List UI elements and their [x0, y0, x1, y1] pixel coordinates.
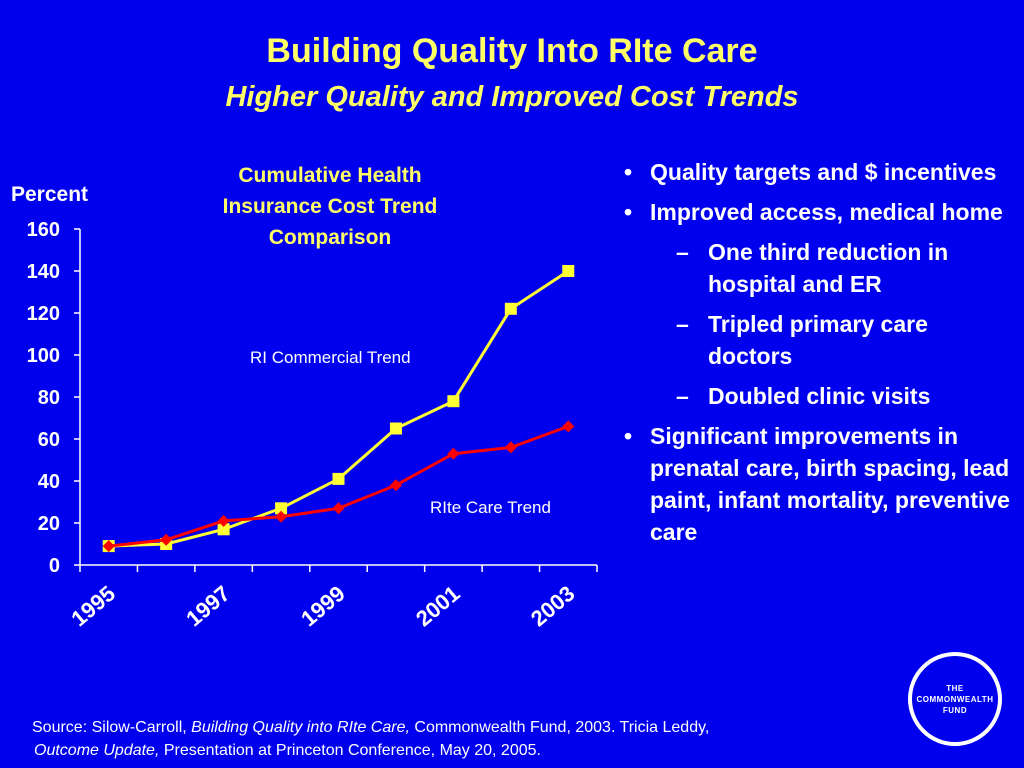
source-title-2: Outcome Update, — [34, 742, 160, 759]
y-tick-label: 100 — [27, 345, 60, 367]
y-tick-label: 40 — [38, 471, 60, 493]
data-point — [332, 472, 345, 485]
bullet-text: One third reduction in hospital and ER — [708, 239, 949, 297]
y-tick-label: 120 — [27, 303, 60, 325]
bullet-marker: • — [624, 159, 633, 185]
bullet-text: Improved access, medical home — [650, 199, 1003, 225]
y-tick-label: 0 — [49, 555, 60, 577]
logo-text: THE COMMONWEALTH FUND — [916, 683, 994, 715]
bullet-item: • Improved access, medical home — [620, 196, 1015, 228]
x-tick-label: 2001 — [411, 581, 465, 632]
data-point — [562, 420, 575, 433]
x-tick-label: 2003 — [526, 581, 580, 632]
data-point — [389, 479, 402, 492]
bullet-text: Significant improvements in prenatal car… — [650, 423, 1010, 545]
bullet-list: • Quality targets and $ incentives • Improv… — [620, 156, 1015, 556]
data-point — [217, 523, 230, 536]
x-tick-label: 1999 — [296, 581, 350, 632]
slide-subtitle: Higher Quality and Improved Cost Trends — [225, 81, 799, 113]
bullet-marker: – — [676, 383, 689, 409]
bullet-item: – One third reduction in hospital and ER — [620, 236, 1015, 300]
series-line — [108, 424, 569, 548]
bullet-marker: – — [676, 239, 689, 265]
data-point — [332, 502, 345, 515]
source-note: Source: Silow-Carroll, Building Quality … — [32, 716, 912, 762]
data-point — [389, 422, 402, 435]
bullet-item: • Quality targets and $ incentives — [620, 156, 1015, 188]
commonwealth-fund-logo: THE COMMONWEALTH FUND — [908, 652, 1002, 746]
cost-trend-chart: 0 20 40 60 80 100 120 140 160 1995 1997 1999 2001 200… — [27, 219, 598, 632]
data-point — [562, 265, 575, 277]
y-tick-label: 80 — [38, 387, 60, 409]
x-tick-label: 1995 — [66, 581, 120, 632]
series-label-commercial: RI Commercial Trend — [250, 348, 411, 367]
data-point — [217, 514, 230, 527]
bullet-item: • Significant improvements in prenatal ca… — [620, 420, 1015, 548]
data-point — [275, 510, 288, 523]
y-axis-label: Percent — [11, 183, 89, 206]
source-prefix: Source: Silow-Carroll, — [32, 719, 192, 736]
source-suffix: Presentation at Princeton Conference, Ma… — [159, 742, 541, 759]
bullet-text: Tripled primary care doctors — [708, 311, 928, 369]
y-tick-label: 60 — [38, 429, 60, 451]
chart-title: Cumulative Health Insurance Cost Trend C… — [222, 164, 438, 249]
y-tick-label: 20 — [38, 513, 60, 535]
data-point — [102, 540, 115, 553]
source-middle: Commonwealth Fund, 2003. Tricia Leddy, — [409, 719, 710, 736]
bullet-marker: • — [624, 423, 633, 449]
source-title-1: Building Quality into RIte Care, — [191, 719, 410, 736]
data-point — [447, 447, 460, 460]
data-point — [447, 395, 460, 408]
bullet-marker: – — [676, 311, 689, 337]
data-point — [504, 441, 517, 454]
data-point — [504, 302, 517, 315]
y-tick-label: 140 — [27, 261, 60, 283]
y-tick-label: 160 — [27, 219, 60, 241]
slide-title: Building Quality Into RIte Care — [266, 32, 758, 70]
series-label-rite-care: RIte Care Trend — [430, 498, 551, 517]
data-point — [160, 533, 173, 546]
data-point — [275, 502, 288, 515]
bullet-text: Quality targets and $ incentives — [650, 159, 997, 185]
bullet-marker: • — [624, 199, 633, 225]
bullet-item: – Doubled clinic visits — [620, 380, 1015, 412]
bullet-item: – Tripled primary care doctors — [620, 308, 1015, 372]
x-tick-label: 1997 — [181, 581, 235, 632]
bullet-text: Doubled clinic visits — [708, 383, 931, 409]
